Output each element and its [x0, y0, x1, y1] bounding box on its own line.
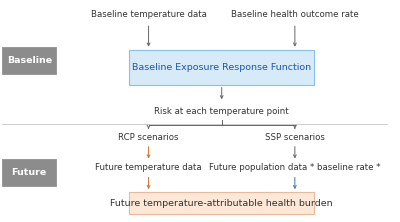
Text: Risk at each temperature point: Risk at each temperature point	[154, 107, 289, 115]
Text: Future population data * baseline rate *: Future population data * baseline rate *	[209, 163, 381, 172]
Text: Future: Future	[12, 168, 47, 177]
Text: Future temperature-attributable health burden: Future temperature-attributable health b…	[110, 198, 333, 208]
FancyBboxPatch shape	[2, 159, 56, 186]
Text: Future temperature data: Future temperature data	[95, 163, 202, 172]
FancyBboxPatch shape	[2, 48, 56, 74]
Text: Baseline Exposure Response Function: Baseline Exposure Response Function	[132, 63, 311, 72]
Text: RCP scenarios: RCP scenarios	[118, 133, 179, 142]
Text: Baseline: Baseline	[7, 56, 52, 65]
Text: SSP scenarios: SSP scenarios	[265, 133, 325, 142]
FancyBboxPatch shape	[129, 50, 314, 85]
Text: Baseline temperature data: Baseline temperature data	[91, 10, 206, 19]
Text: Baseline health outcome rate: Baseline health outcome rate	[231, 10, 359, 19]
FancyBboxPatch shape	[129, 192, 314, 214]
